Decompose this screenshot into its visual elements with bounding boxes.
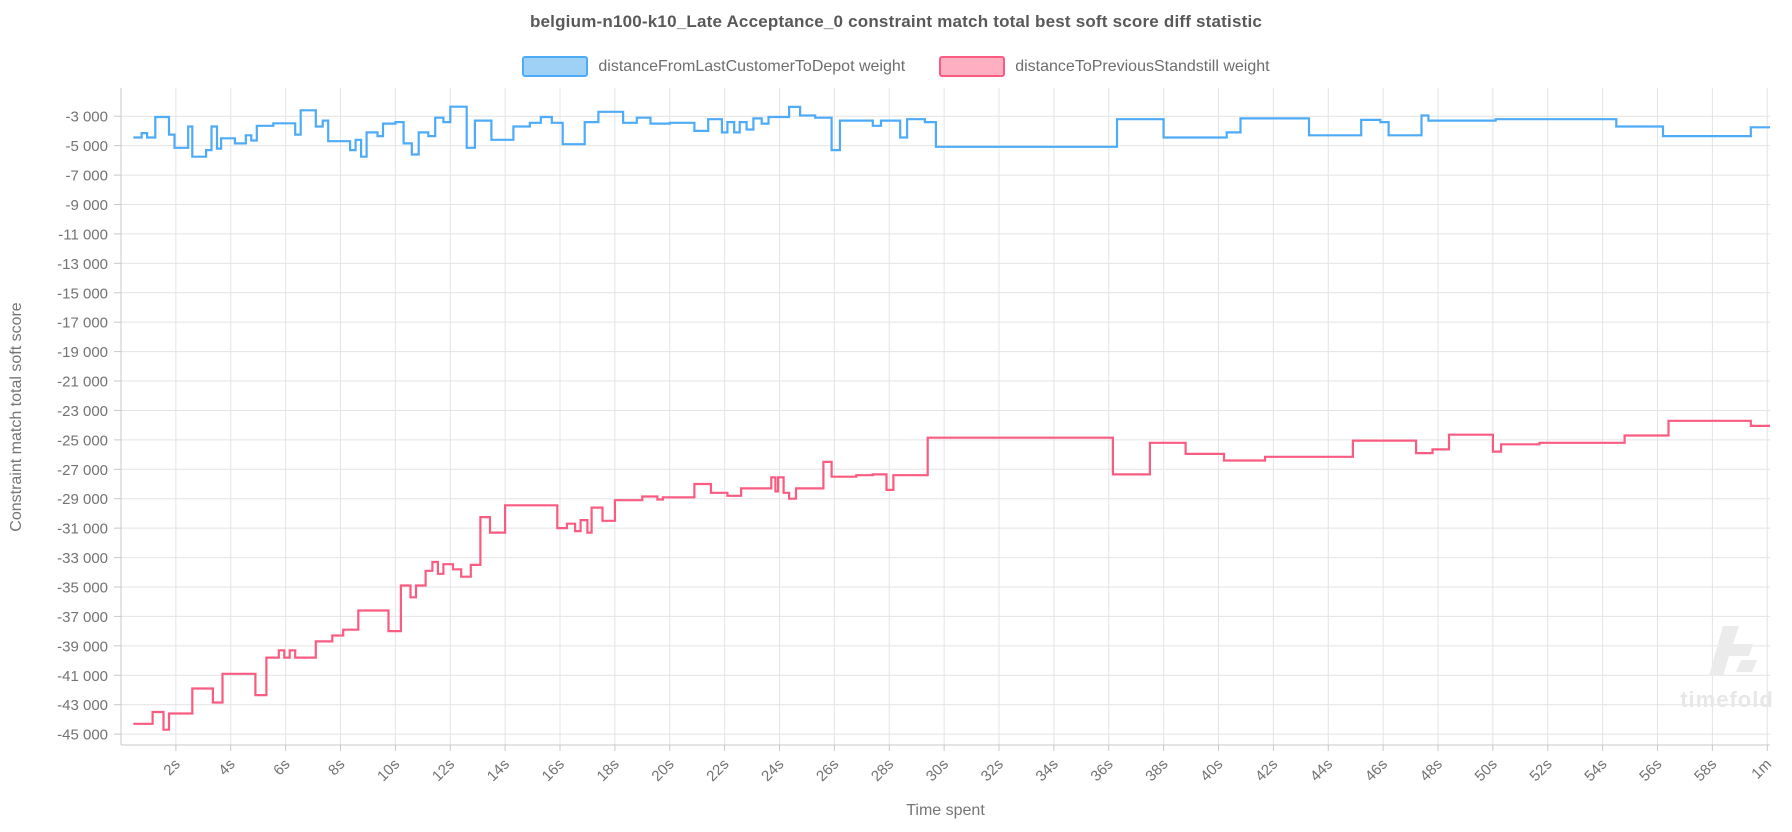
svg-text:20s: 20s	[648, 756, 677, 785]
svg-text:36s: 36s	[1087, 756, 1116, 785]
svg-text:52s: 52s	[1526, 756, 1555, 785]
legend-swatch-blue	[522, 56, 589, 77]
svg-text:-41 000: -41 000	[57, 668, 108, 685]
series-line-pink	[133, 419, 1770, 731]
svg-text:12s: 12s	[429, 756, 458, 785]
svg-text:1m: 1m	[1748, 756, 1775, 783]
svg-text:-23 000: -23 000	[57, 403, 108, 420]
svg-text:-33 000: -33 000	[57, 550, 108, 567]
svg-text:-37 000: -37 000	[57, 609, 108, 626]
axis-lines	[114, 88, 1770, 751]
chart-legend: distanceFromLastCustomerToDepot weight d…	[0, 56, 1792, 77]
svg-text:48s: 48s	[1417, 756, 1446, 785]
svg-text:2s: 2s	[160, 756, 183, 779]
y-axis-title: Constraint match total soft score	[8, 302, 25, 532]
svg-text:-43 000: -43 000	[57, 697, 108, 714]
x-axis-title: Time spent	[906, 802, 985, 819]
legend-label: distanceToPreviousStandstill weight	[1015, 57, 1270, 75]
svg-text:-17 000: -17 000	[57, 315, 108, 332]
svg-text:34s: 34s	[1033, 756, 1062, 785]
svg-text:-31 000: -31 000	[57, 521, 108, 538]
svg-text:-19 000: -19 000	[57, 344, 108, 361]
svg-text:54s: 54s	[1581, 756, 1610, 785]
svg-text:42s: 42s	[1252, 756, 1281, 785]
svg-text:6s: 6s	[270, 756, 293, 779]
legend-item-distance-from-last-customer-to-depot[interactable]: distanceFromLastCustomerToDepot weight	[522, 56, 905, 77]
legend-label: distanceFromLastCustomerToDepot weight	[598, 57, 906, 75]
svg-text:-3 000: -3 000	[65, 109, 108, 126]
svg-text:40s: 40s	[1197, 756, 1226, 785]
svg-text:32s: 32s	[978, 756, 1007, 785]
legend-item-distance-to-previous-standstill[interactable]: distanceToPreviousStandstill weight	[939, 56, 1270, 77]
svg-text:24s: 24s	[758, 756, 787, 785]
svg-text:10s: 10s	[374, 756, 403, 785]
svg-text:44s: 44s	[1307, 756, 1336, 785]
svg-text:38s: 38s	[1142, 756, 1171, 785]
svg-text:18s: 18s	[594, 756, 623, 785]
svg-text:-15 000: -15 000	[57, 285, 108, 302]
y-tick-labels: -3 000 -5 000 -7 000 -9 000 -11 000 -13 000 -1…	[57, 109, 108, 744]
svg-text:22s: 22s	[703, 756, 732, 785]
svg-text:-29 000: -29 000	[57, 491, 108, 508]
svg-text:-39 000: -39 000	[57, 638, 108, 655]
svg-text:-25 000: -25 000	[57, 432, 108, 449]
svg-text:14s: 14s	[484, 756, 513, 785]
svg-text:-35 000: -35 000	[57, 579, 108, 596]
svg-text:-27 000: -27 000	[57, 462, 108, 479]
svg-text:56s: 56s	[1636, 756, 1665, 785]
series-line-blue	[133, 105, 1770, 158]
svg-text:-21 000: -21 000	[57, 374, 108, 391]
svg-text:16s: 16s	[539, 756, 568, 785]
svg-text:26s: 26s	[813, 756, 842, 785]
svg-text:-5 000: -5 000	[65, 138, 108, 155]
svg-text:4s: 4s	[215, 756, 238, 779]
svg-text:58s: 58s	[1691, 756, 1720, 785]
chart-title: belgium-n100-k10_Late Acceptance_0 const…	[529, 12, 1263, 31]
svg-text:8s: 8s	[325, 756, 348, 779]
svg-text:-11 000: -11 000	[58, 226, 108, 243]
svg-text:-45 000: -45 000	[57, 727, 108, 744]
svg-text:50s: 50s	[1472, 756, 1501, 785]
svg-text:-7 000: -7 000	[65, 168, 108, 185]
svg-text:46s: 46s	[1362, 756, 1391, 785]
legend-swatch-pink	[939, 56, 1006, 77]
gridlines	[121, 88, 1770, 745]
svg-text:-13 000: -13 000	[57, 256, 108, 273]
x-tick-labels: 2s 4s 6s 8s 10s 12s 14s 16s 18s 20s 22s 24s 26s 28s 30…	[160, 756, 1775, 785]
svg-text:28s: 28s	[868, 756, 897, 785]
svg-text:30s: 30s	[923, 756, 952, 785]
svg-text:-9 000: -9 000	[65, 197, 108, 214]
